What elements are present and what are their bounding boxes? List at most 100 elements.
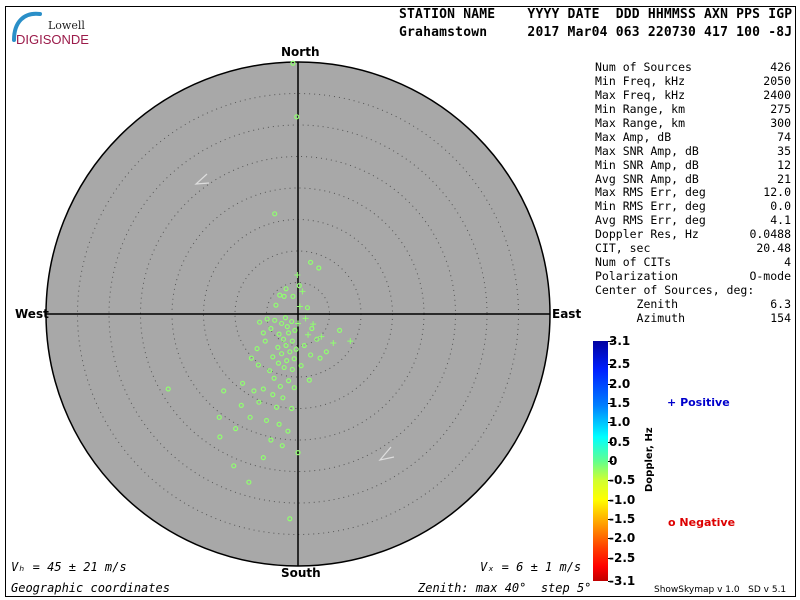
stat-label: Doppler Res, Hz xyxy=(595,227,699,242)
stat-label: Center of Sources, deg: xyxy=(595,283,755,297)
stat-row: Avg SNR Amp, dB 21 xyxy=(595,172,791,186)
colorbar-tick-label: -1.0 xyxy=(609,492,636,507)
vertical-velocity: Vₓ = 6 ± 1 m/s xyxy=(480,560,582,574)
stat-value: 12 xyxy=(777,157,791,172)
negative-doppler-point xyxy=(287,516,293,522)
negative-doppler-point xyxy=(246,479,252,485)
negative-doppler-point xyxy=(281,293,287,299)
stat-row: Min SNR Amp, dB 12 xyxy=(595,158,791,172)
colorbar-tick xyxy=(608,364,613,366)
colorbar-tick xyxy=(608,480,613,482)
negative-doppler-point xyxy=(263,417,270,424)
version-label: ShowSkymap v 1.0 SD v 5.1 xyxy=(654,585,787,595)
stat-label: Avg SNR Amp, dB xyxy=(595,171,699,186)
negative-doppler-point xyxy=(273,404,280,410)
stat-label: CIT, sec xyxy=(595,241,651,256)
negative-doppler-point xyxy=(289,318,295,325)
negative-doppler-point xyxy=(281,364,287,371)
stat-value: 12.0 xyxy=(763,185,791,200)
stat-row: Max Freq, kHz 2400 xyxy=(595,88,791,102)
stat-row: Max Range, km 300 xyxy=(595,116,791,130)
negative-doppler-point xyxy=(284,358,290,364)
colorbar-tick xyxy=(608,383,613,385)
legend-negative: o Negative xyxy=(668,516,735,529)
colorbar-tick-label: 2.0 xyxy=(609,376,631,391)
stat-label: Max Range, km xyxy=(595,115,686,130)
negative-doppler-point xyxy=(336,327,343,333)
colorbar-tick-label: -1.5 xyxy=(609,512,636,527)
negative-doppler-point xyxy=(275,344,281,350)
stat-row: Max SNR Amp, dB 35 xyxy=(595,144,791,158)
negative-doppler-point xyxy=(304,305,311,311)
negative-doppler-point xyxy=(285,378,292,384)
circle-icon: o xyxy=(668,516,676,529)
negative-doppler-point xyxy=(284,324,290,330)
colorbar-tick-label: 2.5 xyxy=(609,357,631,372)
north-label: North xyxy=(281,45,320,59)
stat-row: Num of CITs 4 xyxy=(595,255,791,269)
stat-value: 2050 xyxy=(763,73,791,88)
negative-doppler-point xyxy=(293,346,299,352)
negative-doppler-point xyxy=(248,355,254,361)
stat-value: 300 xyxy=(770,115,791,130)
negative-doppler-point xyxy=(276,421,282,427)
negative-doppler-point xyxy=(276,331,282,337)
stat-label: Num of CITs xyxy=(595,255,672,270)
negative-doppler-point xyxy=(238,402,244,408)
stat-value: 21 xyxy=(777,171,791,186)
stat-value: O-mode xyxy=(749,269,791,284)
stat-row: Avg RMS Err, deg 4.1 xyxy=(595,213,791,227)
negative-doppler-point xyxy=(301,342,307,349)
negative-doppler-point xyxy=(280,336,287,342)
velocity-arrow-icon xyxy=(194,173,210,185)
stat-value: 0.0488 xyxy=(749,227,791,242)
stat-row: Polarization O-mode xyxy=(595,269,791,283)
stat-value: 426 xyxy=(770,60,791,74)
stat-row: Max Amp, dB 74 xyxy=(595,130,791,144)
stat-label: Min Range, km xyxy=(595,101,686,116)
negative-doppler-point xyxy=(271,375,277,381)
negative-doppler-point xyxy=(239,380,246,386)
negative-doppler-point xyxy=(309,325,315,332)
stat-row: Center of Sources, deg: xyxy=(595,283,791,297)
legend-positive-label: Positive xyxy=(680,396,730,409)
negative-doppler-point xyxy=(260,455,266,461)
colorbar-tick-label: -2.5 xyxy=(609,550,636,565)
negative-doppler-point xyxy=(279,443,285,449)
negative-doppler-point xyxy=(298,363,304,369)
stat-label: Max RMS Err, deg xyxy=(595,185,706,200)
stat-value: 74 xyxy=(777,129,791,144)
positive-doppler-point xyxy=(294,271,301,278)
stat-label: Polarization xyxy=(595,269,679,284)
negative-doppler-point xyxy=(285,330,292,336)
stat-value: 4.1 xyxy=(770,213,791,228)
colorbar-tick xyxy=(608,519,613,521)
stat-row: Num of Sources 426 xyxy=(595,60,791,74)
negative-doppler-point xyxy=(272,317,278,323)
plot-frame xyxy=(5,6,796,597)
stat-label: Max Amp, dB xyxy=(595,129,672,144)
negative-doppler-point xyxy=(283,286,289,292)
legend-negative-label: Negative xyxy=(679,516,736,529)
negative-doppler-point xyxy=(267,368,273,374)
colorbar-tick xyxy=(608,341,613,342)
negative-doppler-point xyxy=(292,327,298,333)
colorbar-tick-label: -0.5 xyxy=(609,473,636,488)
negative-doppler-point xyxy=(165,386,171,392)
colorbar-tick xyxy=(608,402,613,404)
horizontal-velocity: Vₕ = 45 ± 21 m/s xyxy=(11,560,127,574)
colorbar-tick-label: 3.1 xyxy=(609,334,631,348)
negative-doppler-point xyxy=(306,377,312,383)
negative-doppler-point xyxy=(308,259,314,265)
positive-doppler-point xyxy=(295,320,301,327)
stat-label: Avg RMS Err, deg xyxy=(595,213,706,228)
negative-doppler-point xyxy=(291,356,297,362)
plus-icon: + xyxy=(667,396,677,409)
positive-doppler-point xyxy=(302,315,309,322)
negative-doppler-point xyxy=(254,346,260,352)
positive-doppler-point xyxy=(305,331,312,338)
negative-doppler-point xyxy=(289,405,295,412)
negative-doppler-point xyxy=(289,338,295,344)
negative-doppler-point xyxy=(260,330,266,336)
colorbar-tick xyxy=(608,557,613,559)
